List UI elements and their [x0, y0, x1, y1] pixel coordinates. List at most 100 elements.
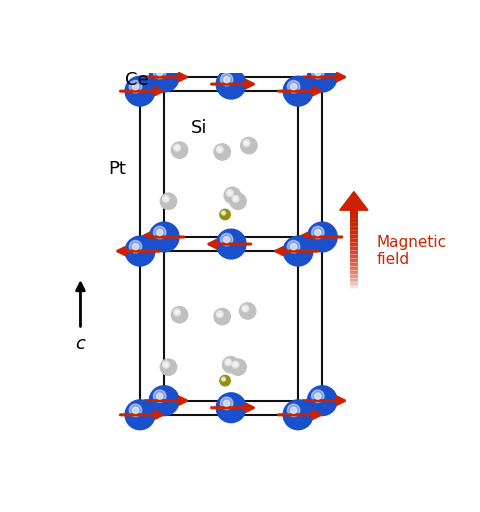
Circle shape: [288, 80, 300, 93]
Bar: [350, 278, 358, 280]
Circle shape: [230, 359, 246, 375]
Circle shape: [154, 226, 166, 239]
Bar: [350, 280, 358, 282]
Circle shape: [214, 144, 230, 160]
Circle shape: [163, 196, 169, 202]
Circle shape: [312, 226, 324, 239]
Circle shape: [290, 244, 297, 250]
Circle shape: [224, 187, 240, 204]
Circle shape: [224, 237, 230, 243]
Circle shape: [222, 212, 225, 214]
Circle shape: [125, 400, 155, 430]
Bar: [350, 214, 358, 216]
Bar: [350, 282, 358, 284]
Circle shape: [283, 236, 313, 266]
Circle shape: [240, 137, 257, 154]
Bar: [350, 269, 358, 271]
Circle shape: [224, 400, 230, 407]
Bar: [350, 212, 358, 214]
Circle shape: [163, 361, 169, 368]
Circle shape: [315, 229, 321, 236]
Bar: [350, 268, 358, 270]
Polygon shape: [340, 191, 368, 210]
Bar: [350, 272, 358, 274]
Circle shape: [307, 62, 337, 92]
Text: $c$: $c$: [74, 335, 86, 353]
Circle shape: [174, 144, 180, 151]
Bar: [350, 240, 358, 242]
Circle shape: [227, 189, 233, 196]
Bar: [350, 216, 358, 218]
Circle shape: [156, 70, 163, 76]
Circle shape: [315, 393, 321, 399]
Bar: [350, 279, 358, 281]
Bar: [350, 238, 358, 240]
Text: Magnetic
field: Magnetic field: [376, 235, 446, 267]
Circle shape: [221, 377, 226, 381]
Circle shape: [221, 211, 226, 215]
Bar: [350, 233, 358, 236]
Circle shape: [218, 312, 221, 316]
Bar: [350, 276, 358, 278]
Bar: [350, 260, 358, 262]
Bar: [350, 283, 358, 285]
Circle shape: [224, 76, 230, 83]
Bar: [350, 273, 358, 275]
Circle shape: [234, 197, 237, 201]
Bar: [350, 228, 358, 230]
Bar: [350, 239, 358, 241]
Bar: [350, 218, 358, 220]
Circle shape: [283, 76, 313, 106]
Circle shape: [222, 378, 225, 380]
Circle shape: [129, 241, 142, 253]
Circle shape: [307, 222, 337, 252]
Bar: [350, 236, 358, 238]
Bar: [350, 249, 358, 251]
Circle shape: [149, 386, 179, 416]
Circle shape: [288, 241, 300, 253]
Bar: [350, 248, 358, 250]
Circle shape: [283, 400, 313, 430]
Bar: [350, 262, 358, 264]
Circle shape: [216, 69, 246, 99]
Circle shape: [171, 307, 188, 323]
Bar: [350, 267, 358, 269]
Circle shape: [307, 386, 337, 416]
Bar: [350, 252, 358, 254]
Bar: [350, 245, 358, 247]
Circle shape: [216, 146, 223, 153]
Bar: [350, 232, 358, 234]
Bar: [350, 220, 358, 222]
Bar: [350, 244, 358, 246]
Circle shape: [234, 363, 237, 367]
Circle shape: [288, 404, 300, 417]
Circle shape: [129, 80, 142, 93]
Bar: [350, 271, 358, 273]
Circle shape: [160, 359, 177, 375]
Circle shape: [220, 73, 233, 86]
Bar: [350, 256, 358, 258]
Circle shape: [218, 148, 221, 151]
Bar: [350, 229, 358, 231]
Circle shape: [154, 390, 166, 402]
Bar: [350, 284, 358, 286]
Circle shape: [216, 229, 246, 259]
Text: Si: Si: [191, 119, 207, 137]
Circle shape: [245, 141, 248, 145]
Circle shape: [216, 311, 223, 317]
Circle shape: [125, 236, 155, 266]
Bar: [350, 265, 358, 267]
Bar: [350, 259, 358, 261]
Circle shape: [315, 70, 321, 76]
Circle shape: [290, 407, 297, 414]
Circle shape: [232, 361, 239, 368]
Circle shape: [312, 67, 324, 79]
Text: Pt: Pt: [108, 160, 126, 178]
Circle shape: [164, 197, 168, 201]
Bar: [350, 253, 358, 255]
Circle shape: [220, 375, 230, 386]
Bar: [350, 211, 358, 213]
Circle shape: [230, 193, 246, 209]
Circle shape: [160, 193, 177, 209]
Bar: [350, 247, 358, 249]
